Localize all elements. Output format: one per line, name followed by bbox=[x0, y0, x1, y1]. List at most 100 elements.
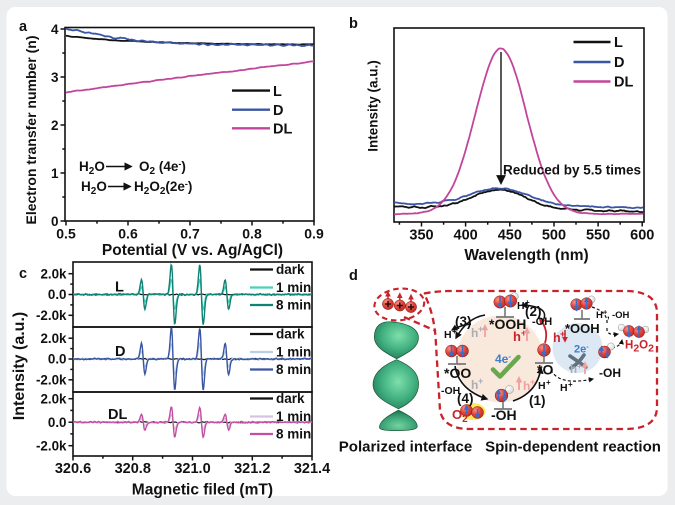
svg-text:(3): (3) bbox=[455, 314, 472, 329]
svg-text:550: 550 bbox=[586, 227, 610, 243]
svg-text:h: h bbox=[513, 329, 521, 344]
svg-text:H: H bbox=[517, 300, 525, 312]
svg-text:-OH: -OH bbox=[599, 366, 621, 380]
svg-text:a: a bbox=[19, 19, 28, 35]
svg-text:2: 2 bbox=[51, 118, 59, 133]
svg-text:*OOH: *OOH bbox=[489, 316, 526, 332]
svg-text:D: D bbox=[273, 103, 283, 119]
svg-text:0.7: 0.7 bbox=[180, 225, 200, 241]
svg-text:8 min: 8 min bbox=[276, 362, 311, 377]
svg-text:350: 350 bbox=[409, 227, 433, 243]
svg-text:h: h bbox=[553, 331, 561, 345]
svg-text:D: D bbox=[614, 55, 624, 71]
svg-text:2.0k: 2.0k bbox=[40, 331, 67, 346]
svg-text:-2.0k: -2.0k bbox=[36, 438, 67, 453]
svg-text:+: + bbox=[603, 308, 608, 317]
svg-text:3: 3 bbox=[51, 70, 59, 85]
svg-text:+: + bbox=[525, 298, 530, 307]
svg-text:8 min: 8 min bbox=[276, 427, 311, 442]
svg-text:h: h bbox=[570, 364, 577, 376]
svg-text:+: + bbox=[546, 378, 551, 387]
svg-text:H2O2(2e-): H2O2(2e-) bbox=[134, 179, 192, 197]
svg-text:Potential (V vs. Ag/AgCl): Potential (V vs. Ag/AgCl) bbox=[102, 242, 283, 259]
svg-text:DL: DL bbox=[614, 75, 633, 91]
svg-text:0.0: 0.0 bbox=[48, 415, 67, 430]
svg-text:1: 1 bbox=[51, 166, 59, 181]
svg-text:8 min: 8 min bbox=[276, 298, 311, 313]
svg-text:321.2: 321.2 bbox=[234, 461, 270, 477]
svg-text:H2O: H2O bbox=[81, 179, 107, 197]
svg-text:+: + bbox=[530, 377, 535, 387]
svg-text:-OH: -OH bbox=[491, 407, 517, 423]
svg-text:Spin-dependent reaction: Spin-dependent reaction bbox=[485, 439, 661, 456]
svg-text:d: d bbox=[349, 268, 358, 284]
svg-text:c: c bbox=[19, 266, 27, 282]
svg-text:400: 400 bbox=[454, 227, 478, 243]
svg-text:D: D bbox=[115, 344, 125, 360]
svg-text:(4): (4) bbox=[457, 391, 474, 406]
svg-text:+: + bbox=[568, 380, 573, 389]
svg-text:500: 500 bbox=[542, 227, 566, 243]
svg-text:+: + bbox=[452, 327, 457, 336]
svg-text:Reduced by 5.5 times: Reduced by 5.5 times bbox=[503, 163, 641, 178]
svg-text:H: H bbox=[538, 380, 546, 392]
svg-text:H: H bbox=[560, 382, 568, 394]
svg-text:2.0k: 2.0k bbox=[40, 391, 67, 406]
svg-text:L: L bbox=[115, 280, 124, 296]
svg-text:+: + bbox=[478, 324, 483, 334]
svg-text:600: 600 bbox=[630, 227, 654, 243]
svg-text:0.6: 0.6 bbox=[118, 225, 138, 241]
svg-text:1 min: 1 min bbox=[276, 280, 311, 295]
svg-text:321.0: 321.0 bbox=[174, 461, 210, 477]
svg-text:L: L bbox=[273, 84, 282, 100]
svg-text:(1): (1) bbox=[529, 393, 546, 408]
svg-text:0.0: 0.0 bbox=[48, 352, 67, 367]
svg-text:H: H bbox=[444, 329, 452, 341]
svg-text:*OOH: *OOH bbox=[565, 321, 600, 336]
svg-text:320.8: 320.8 bbox=[115, 461, 151, 477]
svg-text:-OH: -OH bbox=[441, 385, 460, 397]
svg-text:320.6: 320.6 bbox=[55, 461, 91, 477]
svg-text:2.0k: 2.0k bbox=[40, 266, 67, 281]
svg-text:2e-: 2e- bbox=[574, 342, 589, 356]
svg-text:L: L bbox=[614, 35, 623, 51]
svg-text:DL: DL bbox=[108, 407, 127, 423]
svg-text:1 min: 1 min bbox=[276, 345, 311, 360]
svg-text:*O: *O bbox=[537, 362, 553, 378]
svg-text:0.5: 0.5 bbox=[56, 225, 76, 241]
svg-text:Magnetic filed (mT): Magnetic filed (mT) bbox=[132, 482, 273, 499]
svg-text:dark: dark bbox=[276, 327, 305, 342]
svg-text:0: 0 bbox=[51, 214, 59, 229]
svg-text:H: H bbox=[596, 310, 603, 321]
svg-text:4: 4 bbox=[51, 22, 59, 37]
svg-text:Intensity (a.u.): Intensity (a.u.) bbox=[11, 312, 28, 420]
svg-text:4e-: 4e- bbox=[495, 352, 511, 366]
svg-text:b: b bbox=[349, 16, 358, 32]
svg-text:0.8: 0.8 bbox=[242, 225, 262, 241]
svg-text:+: + bbox=[560, 329, 565, 339]
svg-text:(2): (2) bbox=[525, 304, 542, 319]
svg-text:450: 450 bbox=[498, 227, 522, 243]
svg-text:0.0: 0.0 bbox=[48, 287, 67, 302]
svg-text:Electron transfer number (n): Electron transfer number (n) bbox=[23, 35, 39, 224]
svg-text:,: , bbox=[607, 310, 610, 321]
svg-text:1 min: 1 min bbox=[276, 409, 311, 424]
svg-text:H2O: H2O bbox=[79, 159, 105, 177]
svg-text:-OH: -OH bbox=[612, 310, 630, 321]
svg-text:Polarized interface: Polarized interface bbox=[339, 439, 472, 456]
svg-text:dark: dark bbox=[276, 391, 305, 406]
svg-text:0.9: 0.9 bbox=[304, 225, 324, 241]
svg-text:h: h bbox=[471, 378, 478, 392]
svg-text:Intensity (a.u.): Intensity (a.u.) bbox=[366, 60, 381, 152]
svg-text:-2.0k: -2.0k bbox=[36, 308, 67, 323]
svg-text:h: h bbox=[471, 326, 478, 340]
svg-text:+: + bbox=[478, 376, 483, 386]
svg-text:-2.0k: -2.0k bbox=[36, 373, 67, 388]
svg-text:dark: dark bbox=[276, 262, 305, 277]
svg-text:H2O2: H2O2 bbox=[625, 340, 654, 355]
svg-text:321.4: 321.4 bbox=[294, 461, 330, 477]
svg-text:DL: DL bbox=[273, 122, 292, 138]
svg-text:h: h bbox=[523, 379, 530, 393]
svg-text:-OH: -OH bbox=[532, 316, 552, 328]
svg-text:+: + bbox=[577, 361, 582, 371]
